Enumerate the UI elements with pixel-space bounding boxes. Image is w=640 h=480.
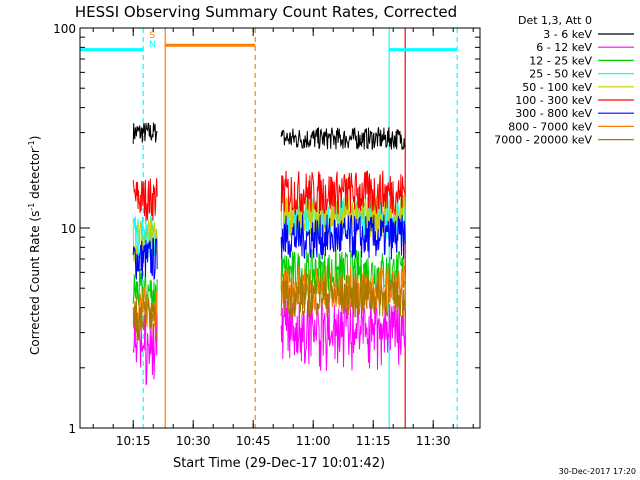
- x-axis: 10:15 10:30 10:45 11:00 11:15 11:30: [92, 28, 474, 448]
- series-line-5-segment-0: [132, 178, 158, 222]
- legend-label: 3 - 6 keV: [543, 28, 592, 41]
- x-tick-label: 11:15: [356, 434, 391, 448]
- legend-label: 7000 - 20000 keV: [494, 134, 592, 147]
- x-tick-label: 10:45: [236, 434, 271, 448]
- legend-label: 6 - 12 keV: [536, 41, 592, 54]
- y-tick-label: 100: [53, 22, 76, 36]
- legend-label: 300 - 800 keV: [515, 107, 592, 120]
- y-axis-label: Corrected Count Rate (s-1 detector-1): [27, 136, 42, 355]
- x-tick-label: 11:00: [296, 434, 331, 448]
- footer-timestamp: 30-Dec-2017 17:20: [559, 467, 636, 476]
- series-line-6-segment-0: [132, 237, 158, 281]
- series-line-6-segment-1: [280, 214, 406, 260]
- chart-title: HESSI Observing Summary Count Rates, Cor…: [75, 3, 457, 21]
- series-line-5-segment-1: [280, 170, 406, 216]
- plot-area: SN: [80, 28, 458, 428]
- series-line-2-segment-1: [280, 249, 406, 295]
- y-axis: 1 10 100: [53, 22, 480, 436]
- legend-label: 100 - 300 keV: [515, 94, 592, 107]
- y-tick-label: 1: [68, 422, 76, 436]
- series-line-1-segment-0: [132, 312, 158, 386]
- legend-label: 800 - 7000 keV: [508, 120, 592, 133]
- series-line-0-segment-0: [132, 122, 158, 144]
- state-marker-n: N: [149, 40, 156, 50]
- state-marker-s: S: [149, 31, 155, 41]
- x-tick-label: 10:15: [116, 434, 151, 448]
- series-line-8-segment-0: [132, 296, 158, 342]
- series-line-1-segment-1: [280, 297, 406, 371]
- legend-label: 12 - 25 keV: [529, 54, 592, 67]
- x-tick-label: 11:30: [416, 434, 451, 448]
- x-tick-label: 10:30: [176, 434, 211, 448]
- series-line-4-segment-1: [280, 193, 406, 239]
- x-axis-label: Start Time (29-Dec-17 10:01:42): [173, 456, 385, 471]
- series-line-0-segment-1: [280, 127, 406, 150]
- series-line-8-segment-1: [280, 273, 406, 318]
- legend-label: 50 - 100 keV: [522, 81, 592, 94]
- y-tick-label: 10: [61, 222, 76, 236]
- legend-label: 25 - 50 keV: [529, 68, 592, 81]
- legend-title: Det 1,3, Att 0: [518, 14, 592, 27]
